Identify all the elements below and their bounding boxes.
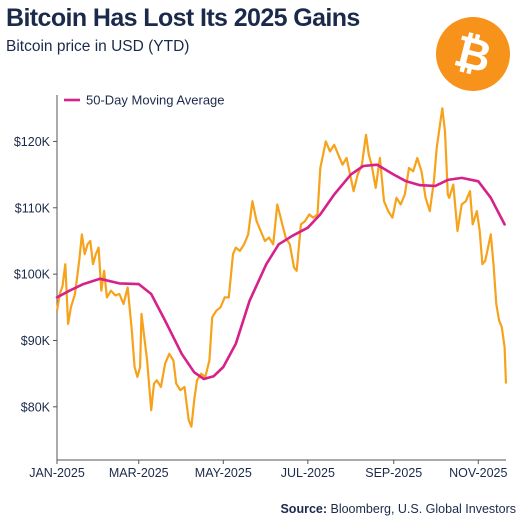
source-label: Source: <box>280 502 328 516</box>
y-tick-label: $120K <box>14 135 51 149</box>
y-tick-label: $110K <box>15 201 51 215</box>
x-tick-label: SEP-2025 <box>365 466 422 480</box>
x-tick-label: NOV-2025 <box>449 466 507 480</box>
moving-average-line <box>55 163 506 381</box>
source-note: Source: Bloomberg, U.S. Global Investors <box>280 502 516 516</box>
bitcoin-icon: ₿ <box>436 17 510 91</box>
chart-legend: 50-Day Moving Average <box>64 93 225 108</box>
source-text: Bloomberg, U.S. Global Investors <box>327 502 516 516</box>
x-axis: JAN-2025 MAR-2025 MAY-2025 JUL-2025 SEP-2025… <box>29 459 508 480</box>
y-tick-label: $100K <box>14 268 51 282</box>
chart-title: Bitcoin Has Lost Its 2025 Gains <box>6 4 360 32</box>
y-tick-label: $80K <box>21 400 51 414</box>
y-tick-label: $90K <box>21 334 51 348</box>
x-tick-label: JAN-2025 <box>29 466 85 480</box>
x-tick-label: MAY-2025 <box>195 466 252 480</box>
chart-subtitle: Bitcoin price in USD (YTD) <box>6 38 190 55</box>
price-series-line <box>55 107 508 428</box>
bitcoin-logo-circle <box>436 17 510 91</box>
x-tick-label: MAR-2025 <box>109 466 169 480</box>
legend-label-moving-average: 50-Day Moving Average <box>86 93 225 108</box>
y-axis: $80K $90K $100K $110K $120K <box>14 95 58 460</box>
x-tick-label: JUL-2025 <box>281 466 335 480</box>
chart-lines <box>55 107 508 428</box>
